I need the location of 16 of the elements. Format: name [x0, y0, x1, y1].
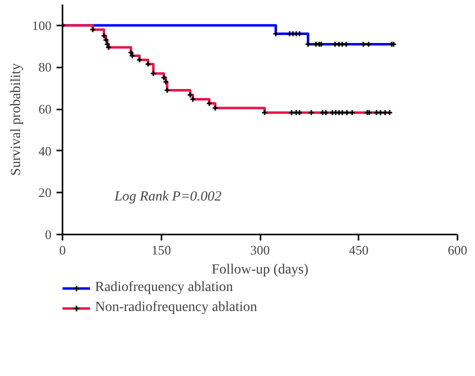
legend-label: Non-radiofrequency ablation — [95, 300, 258, 316]
x-tick-label: 600 — [448, 242, 468, 258]
y-tick-label: 80 — [38, 60, 52, 75]
x-tick-label: 0 — [59, 242, 66, 258]
y-tick-label: 60 — [38, 102, 52, 117]
annotation: Log Rank P=0.002 — [114, 190, 222, 204]
x-axis-title: Follow-up (days) — [212, 262, 309, 278]
x-tick-label: 300 — [250, 242, 270, 258]
y-axis-title: Survival probability — [9, 63, 24, 176]
y-tick-label: 0 — [45, 227, 52, 242]
y-tick-label: 20 — [38, 185, 52, 200]
x-tick-label: 450 — [349, 242, 368, 258]
x-tick-label: 150 — [152, 242, 171, 258]
legend-label: Radiofrequency ablation — [95, 280, 234, 296]
y-tick-label: 40 — [38, 143, 52, 158]
y-tick-label: 100 — [32, 18, 52, 33]
